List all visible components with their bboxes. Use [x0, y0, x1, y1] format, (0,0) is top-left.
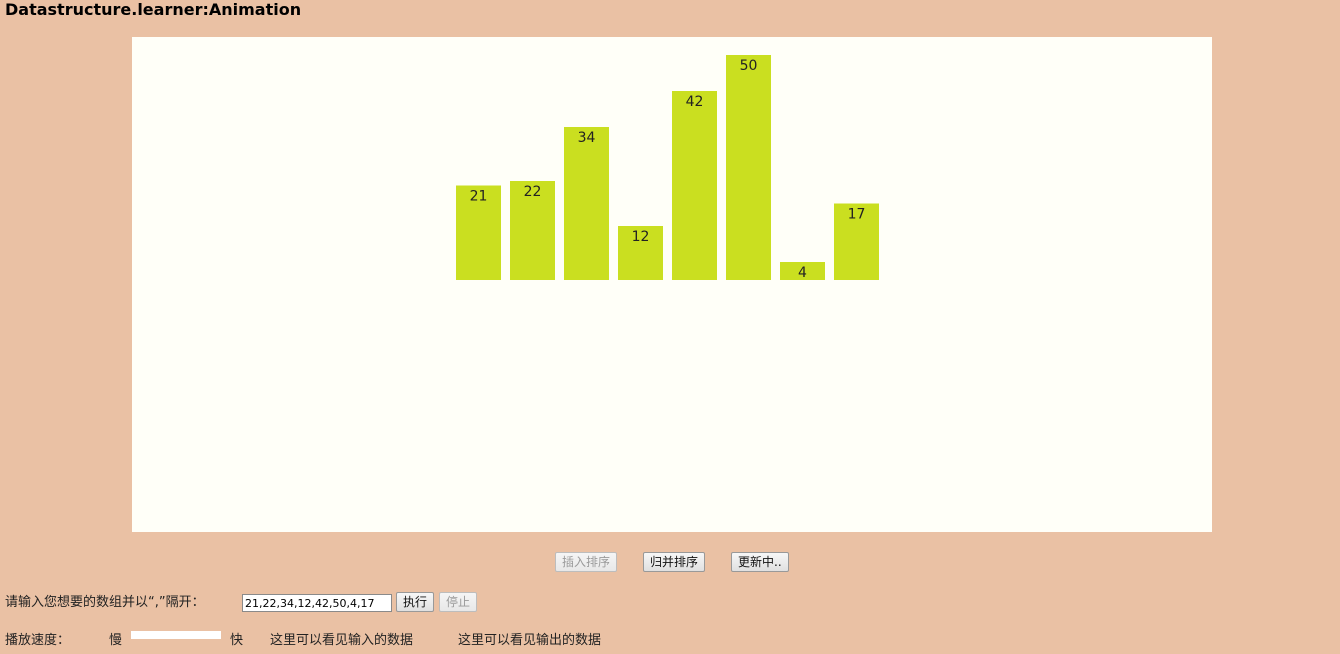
bar-label-0: 21	[470, 189, 488, 205]
stop-button[interactable]: 停止	[439, 592, 478, 612]
array-input-prompt: 请输入您想要的数组并以“,”隔开：	[5, 595, 205, 610]
output-data-display: 这里可以看见输出的数据	[458, 633, 602, 648]
animation-canvas: 21 22 34 12 42 50 4 17	[132, 37, 1212, 532]
array-input[interactable]	[242, 594, 392, 612]
speed-label: 播放速度：	[5, 633, 71, 648]
page-title: Datastructure.learner:Animation	[5, 0, 302, 19]
insertion-sort-button[interactable]: 插入排序	[555, 552, 618, 572]
bar-2	[564, 127, 609, 280]
speed-slow-label: 慢	[109, 633, 123, 648]
bar-label-7: 17	[848, 207, 866, 223]
bar-label-5: 50	[740, 58, 758, 74]
bar-5	[726, 55, 771, 280]
merge-sort-button[interactable]: 归并排序	[643, 552, 706, 572]
bar-0	[456, 185, 501, 280]
updating-button[interactable]: 更新中..	[731, 552, 789, 572]
bar-3	[618, 226, 663, 280]
bar-label-1: 22	[524, 184, 542, 200]
bar-label-3: 12	[632, 229, 650, 245]
bar-1	[510, 181, 555, 280]
input-data-display: 这里可以看见输入的数据	[270, 633, 414, 648]
bar-4	[672, 91, 717, 280]
bar-chart: 21 22 34 12 42 50 4 17	[456, 55, 879, 281]
bar-label-6: 4	[798, 265, 807, 281]
execute-button[interactable]: 执行	[396, 592, 435, 612]
bar-label-2: 34	[578, 130, 596, 146]
bar-7	[834, 203, 879, 280]
bar-6	[780, 262, 825, 280]
speed-slider[interactable]	[131, 631, 221, 639]
bar-label-4: 42	[686, 94, 704, 110]
speed-fast-label: 快	[230, 633, 244, 648]
